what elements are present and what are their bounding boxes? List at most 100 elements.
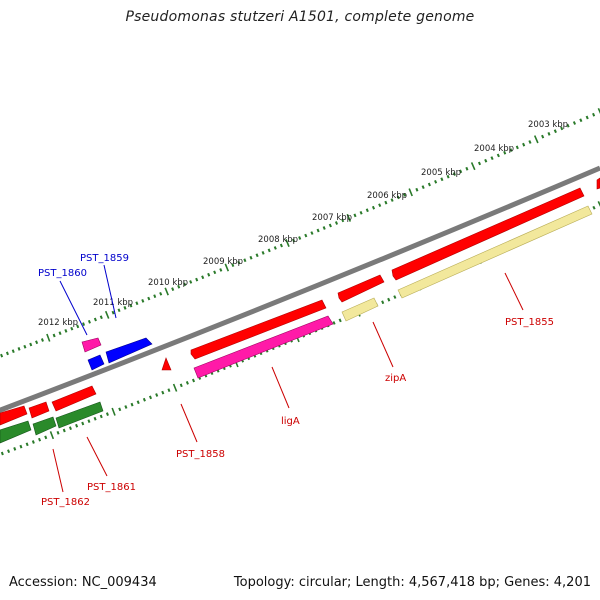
minor-tick [87, 419, 91, 423]
minor-tick [553, 129, 557, 134]
callout-line [271, 366, 290, 409]
major-tick [346, 213, 352, 222]
callout-line [86, 436, 108, 477]
cds-feature-partial[interactable] [596, 177, 600, 190]
genome-summary-text: Topology: circular; Length: 4,567,418 bp… [233, 575, 591, 590]
callout-line [59, 280, 88, 336]
minor-tick [334, 221, 339, 225]
minor-tick [117, 308, 121, 313]
minor-tick [279, 243, 283, 248]
minor-tick [446, 174, 450, 179]
minor-tick [592, 205, 596, 210]
genome-backbone [0, 165, 600, 413]
minor-tick [572, 121, 577, 125]
minor-tick [213, 270, 217, 275]
minor-tick [503, 150, 507, 155]
gene-label-pst-1859[interactable]: PST_1859 [80, 253, 129, 264]
minor-tick [135, 301, 139, 306]
minor-tick [111, 310, 115, 315]
gene-label-pst-1858[interactable]: PST_1858 [176, 449, 225, 460]
minor-tick [0, 451, 4, 456]
callout-line [52, 448, 64, 493]
minor-tick [415, 187, 419, 192]
minor-tick [62, 428, 66, 433]
major-tick [597, 201, 600, 207]
gene-label-liga[interactable]: ligA [281, 416, 300, 427]
cds-feature-pst-1855[interactable] [391, 187, 585, 281]
forward-cds-track [81, 177, 600, 364]
minor-tick [171, 287, 175, 291]
minor-tick [52, 333, 56, 338]
cds-feature-zipa[interactable] [337, 274, 385, 303]
minor-tick [44, 435, 48, 440]
cds-feature-pst-1861[interactable] [51, 385, 97, 412]
minor-tick [40, 338, 44, 342]
gene-label-pst-1860[interactable]: PST_1860 [38, 268, 87, 279]
minor-tick [231, 263, 235, 267]
gene-label-pst-1855[interactable]: PST_1855 [505, 317, 554, 328]
minor-tick [402, 193, 407, 197]
callout-line [372, 321, 394, 368]
minor-tick [25, 442, 29, 447]
minor-tick [579, 118, 583, 123]
cds-feature-left-partial [0, 405, 28, 426]
minor-tick [328, 223, 332, 228]
minor-tick [585, 115, 589, 120]
minor-tick [359, 211, 363, 215]
cds-feature-pst-1858[interactable] [161, 357, 172, 371]
minor-tick [129, 303, 133, 308]
gene-label-zipa[interactable]: zipA [385, 373, 406, 384]
minor-tick [189, 280, 193, 284]
minor-tick [566, 123, 570, 128]
major-tick [597, 107, 600, 115]
major-tick [104, 310, 110, 319]
cds-feature-pst-1862-product [32, 416, 57, 436]
cds-feature-liga[interactable] [190, 299, 327, 360]
minor-tick [124, 405, 128, 409]
minor-tick [99, 315, 103, 320]
minor-tick [261, 251, 265, 255]
map-title: Pseudomonas stutzeri A1501, complete gen… [125, 9, 475, 25]
kbp-label: 2003 kbp [528, 120, 568, 130]
gene-label-pst-1861[interactable]: PST_1861 [87, 482, 136, 493]
minor-tick [332, 321, 336, 325]
minor-tick [219, 268, 223, 272]
major-tick [164, 287, 169, 296]
minor-tick [35, 340, 39, 345]
kbp-label: 2010 kbp [148, 278, 188, 288]
major-tick [111, 407, 116, 416]
minor-tick [13, 447, 17, 451]
minor-tick [371, 205, 376, 210]
kbp-label: 2009 kbp [203, 257, 243, 267]
cds-feature-pst-1860[interactable] [81, 337, 102, 353]
minor-tick [267, 248, 271, 253]
minor-tick [396, 195, 400, 200]
minor-tick [11, 349, 15, 354]
minor-tick [185, 381, 189, 385]
callout-line [103, 264, 117, 319]
minor-tick [148, 395, 153, 400]
cds-feature-pst-1859[interactable] [105, 337, 153, 364]
minor-tick [7, 449, 11, 454]
minor-tick [384, 200, 388, 205]
major-tick [172, 383, 178, 392]
minor-tick [249, 255, 253, 260]
minor-tick [378, 203, 382, 207]
minor-tick [58, 331, 62, 336]
cds-feature-pst-1862[interactable] [28, 401, 50, 419]
minor-tick [393, 295, 397, 299]
gene-label-pst-1862[interactable]: PST_1862 [41, 497, 90, 508]
minor-tick [153, 294, 157, 299]
minor-tick [292, 238, 296, 243]
minor-tick [243, 258, 247, 263]
minor-tick [19, 444, 23, 449]
minor-tick [38, 437, 42, 442]
cds-feature-pst-1860-reverse[interactable] [87, 354, 105, 371]
minor-tick [273, 246, 277, 250]
minor-tick [560, 126, 564, 131]
minor-tick [541, 134, 545, 139]
minor-tick [136, 400, 140, 405]
minor-tick [195, 277, 199, 282]
